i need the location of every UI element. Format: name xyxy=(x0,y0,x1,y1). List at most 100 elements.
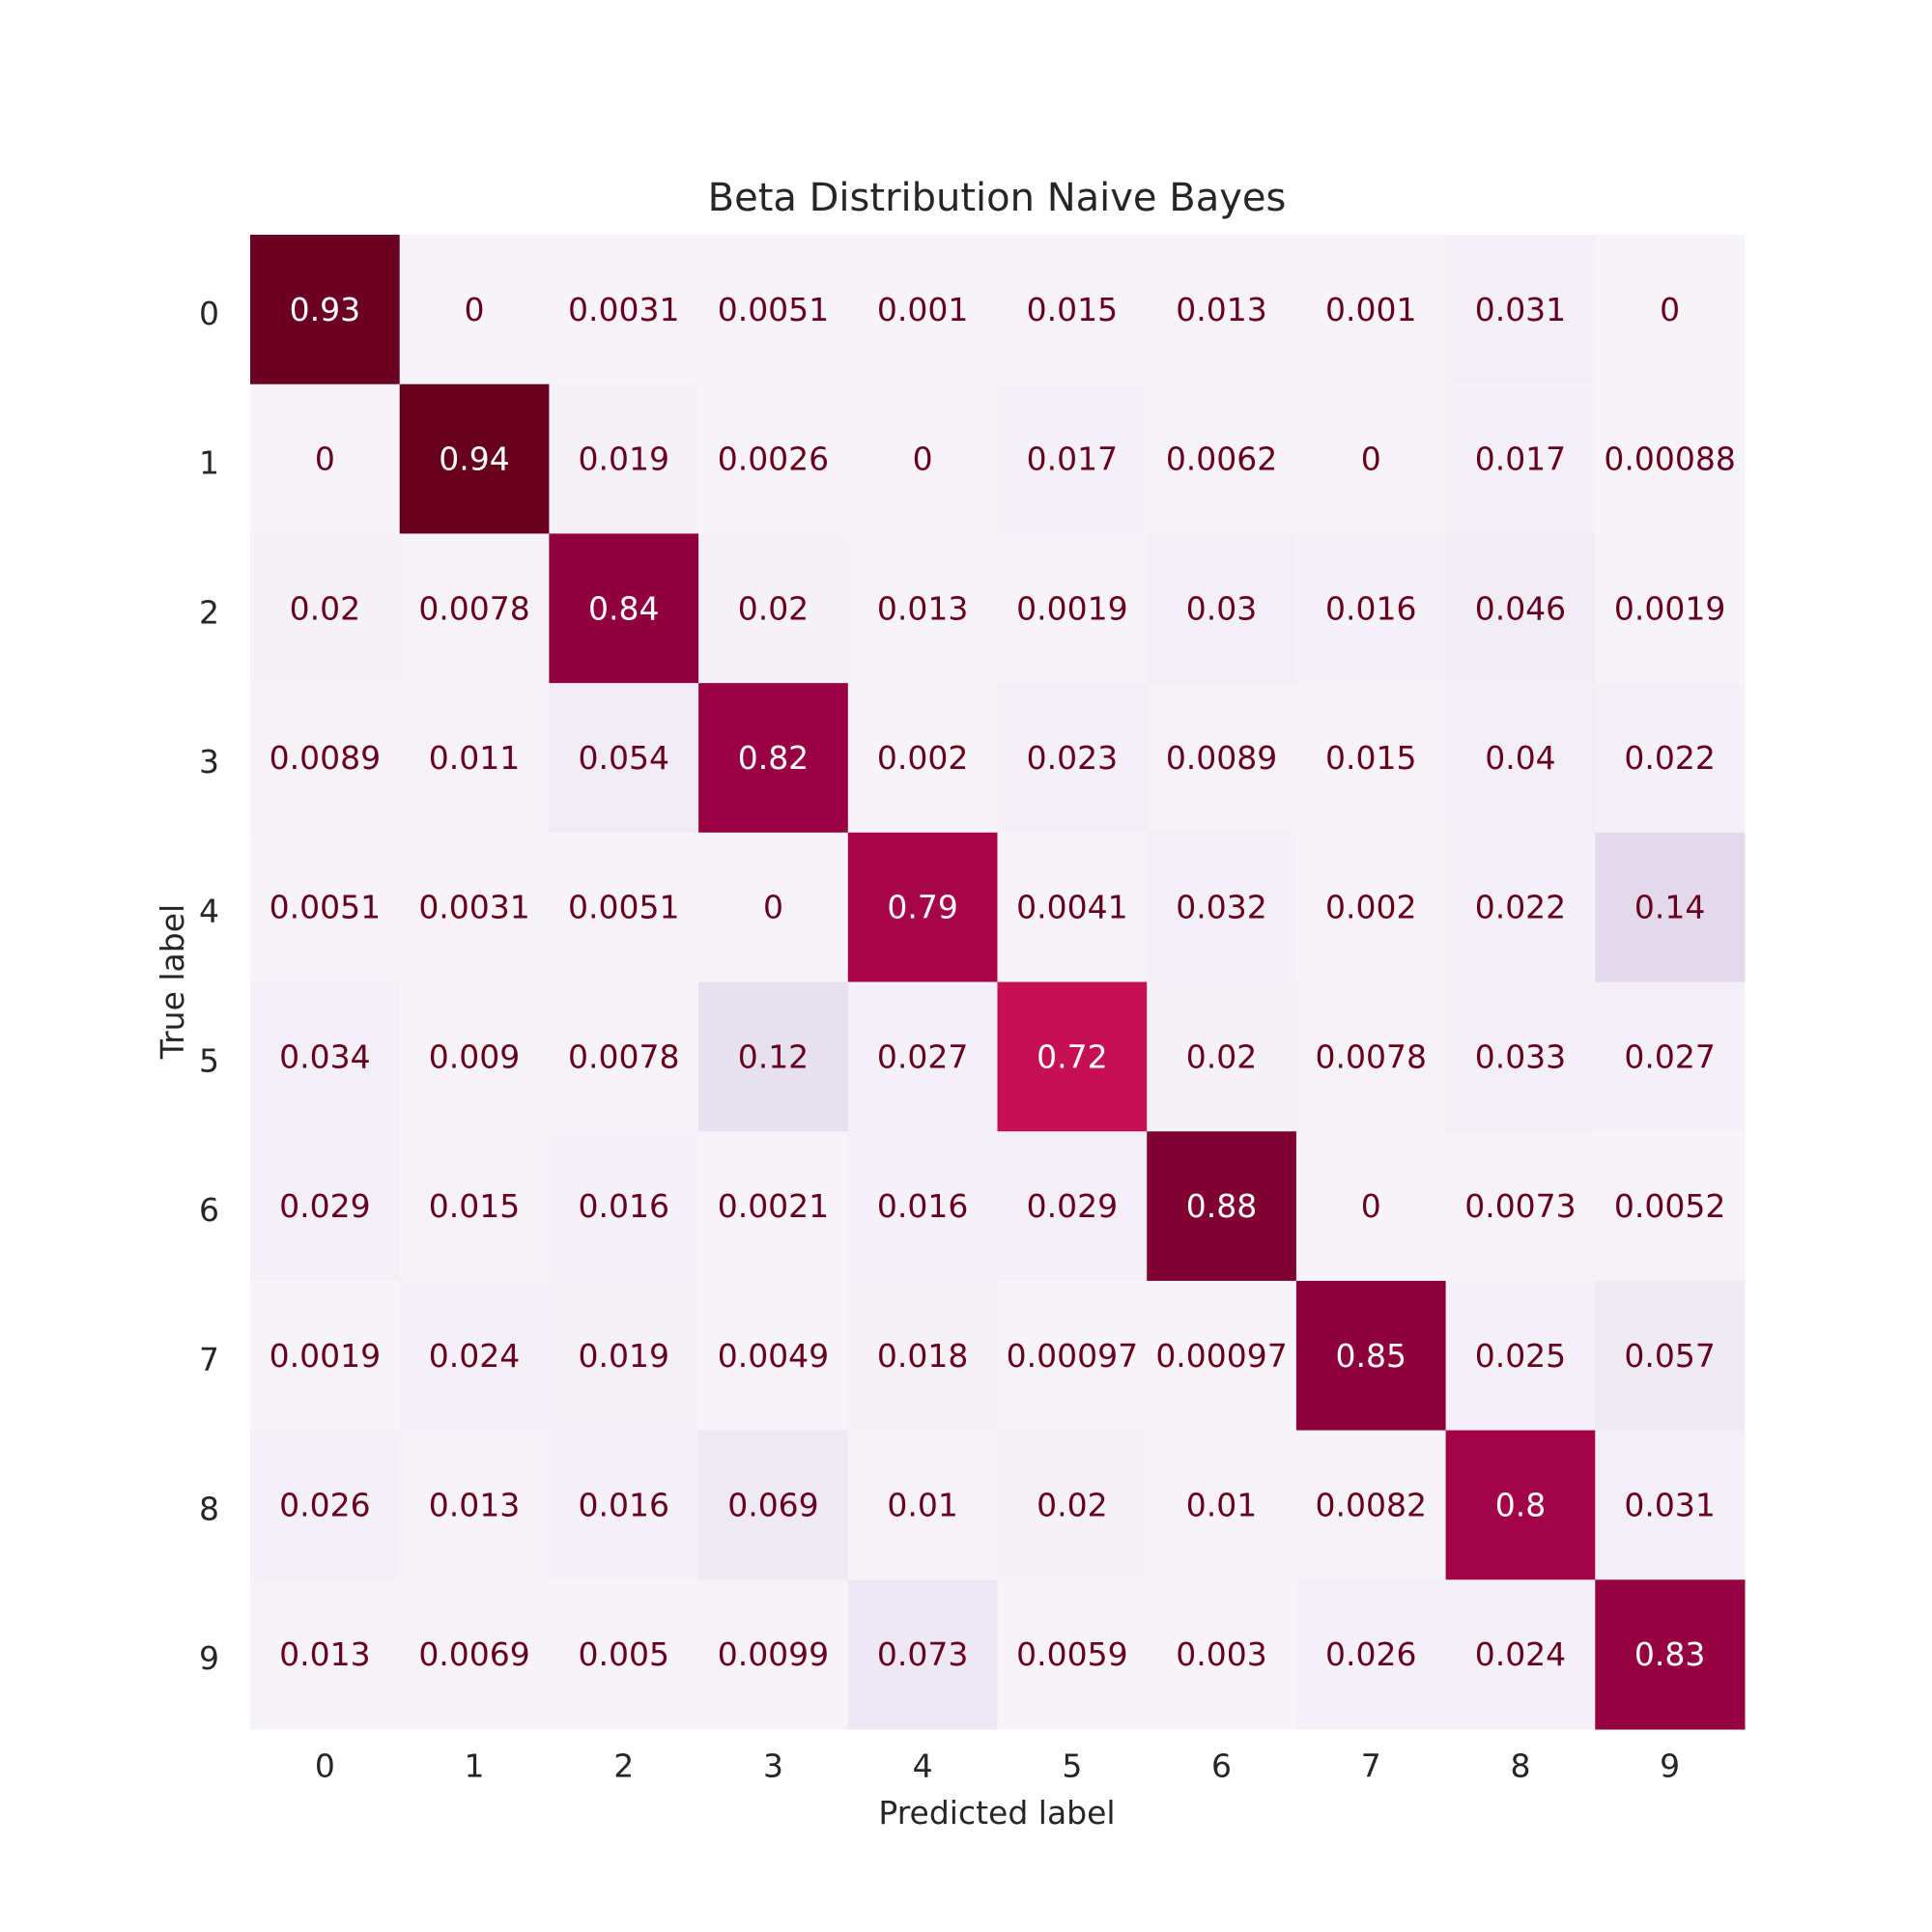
heatmap-cell xyxy=(847,1430,998,1580)
cell-value-label: 0 xyxy=(1361,1187,1381,1225)
heatmap-cell xyxy=(1445,981,1596,1132)
heatmap-cell xyxy=(250,1579,401,1730)
cell-value-label: 0.024 xyxy=(429,1337,520,1375)
cell-value-label: 0.057 xyxy=(1624,1337,1715,1375)
cell-value-label: 0.016 xyxy=(579,1486,669,1523)
cell-value-label: 0.0031 xyxy=(568,291,679,328)
heatmap-cell xyxy=(1445,1579,1596,1730)
cell-value-label: 0.0051 xyxy=(718,291,829,328)
cell-value-label: 0.013 xyxy=(429,1486,520,1523)
cell-value-label: 0.84 xyxy=(588,589,659,627)
y-tick-label: 2 xyxy=(199,593,219,631)
heatmap-cell xyxy=(399,1131,550,1282)
cell-value-label: 0.02 xyxy=(290,589,360,627)
heatmap-cell xyxy=(250,683,401,834)
cell-value-label: 0.025 xyxy=(1475,1337,1566,1375)
cell-value-label: 0.033 xyxy=(1475,1037,1566,1075)
cell-value-label: 0.029 xyxy=(1027,1187,1118,1225)
cell-value-label: 0.0021 xyxy=(718,1187,829,1225)
cell-value-label: 0.0019 xyxy=(1016,589,1127,627)
heatmap-cell xyxy=(698,981,849,1132)
heatmap-cell xyxy=(1295,235,1447,385)
cell-value-label: 0.02 xyxy=(1037,1486,1107,1523)
heatmap-cell xyxy=(250,533,401,684)
cell-value-label: 0.12 xyxy=(738,1037,809,1075)
heatmap-cell xyxy=(847,832,998,982)
cell-value-label: 0.01 xyxy=(887,1486,957,1523)
cell-value-label: 0.14 xyxy=(1634,889,1705,926)
cell-value-label: 0.001 xyxy=(1325,291,1416,328)
heatmap-cell xyxy=(1295,1579,1447,1730)
heatmap-cell xyxy=(549,1280,699,1432)
heatmap-cell xyxy=(399,832,550,982)
cell-value-label: 0.0089 xyxy=(1166,739,1277,777)
cell-value-label: 0.83 xyxy=(1634,1635,1705,1673)
heatmap-cell xyxy=(847,235,998,385)
heatmap-cell xyxy=(997,1280,1148,1432)
heatmap-cell xyxy=(399,384,550,534)
cell-value-label: 0.0073 xyxy=(1464,1187,1576,1225)
x-tick-label: 7 xyxy=(1361,1747,1381,1785)
cell-value-label: 0.0019 xyxy=(270,1337,381,1375)
x-tick-label: 9 xyxy=(1660,1747,1680,1785)
heatmap-cell xyxy=(698,384,849,534)
cell-value-label: 0 xyxy=(913,440,933,478)
heatmap-cell xyxy=(1445,1280,1596,1432)
heatmap-cell xyxy=(399,683,550,834)
cell-value-label: 0.073 xyxy=(877,1635,968,1673)
cell-value-label: 0.94 xyxy=(439,440,509,478)
heatmap-cell xyxy=(1595,384,1746,534)
heatmap-cell xyxy=(847,683,998,834)
x-tick-label: 4 xyxy=(913,1747,933,1785)
cell-value-label: 0.0069 xyxy=(418,1635,529,1673)
cell-value-label: 0 xyxy=(763,889,783,926)
cell-value-label: 0 xyxy=(1361,440,1381,478)
heatmap-cell xyxy=(549,384,699,534)
heatmap-cell xyxy=(399,1579,550,1730)
cell-value-label: 0.026 xyxy=(279,1486,370,1523)
cell-value-label: 0.93 xyxy=(290,291,360,328)
cell-value-label: 0.015 xyxy=(429,1187,520,1225)
heatmap-cell xyxy=(1147,832,1297,982)
heatmap-cell xyxy=(1595,683,1746,834)
heatmap-cell xyxy=(1595,1430,1746,1580)
cell-value-label: 0 xyxy=(1660,291,1680,328)
heatmap-cell xyxy=(1147,683,1297,834)
heatmap-cell xyxy=(1147,1430,1297,1580)
cell-value-label: 0.013 xyxy=(877,589,968,627)
heatmap-cell xyxy=(1445,1430,1596,1580)
cell-value-label: 0.031 xyxy=(1475,291,1566,328)
heatmap-cell xyxy=(549,533,699,684)
heatmap-cell xyxy=(1295,1280,1447,1432)
heatmap-cell xyxy=(1445,235,1596,385)
cell-value-label: 0.024 xyxy=(1475,1635,1566,1673)
heatmap-cell xyxy=(399,1280,550,1432)
cell-value-label: 0.88 xyxy=(1186,1187,1257,1225)
heatmap-cell xyxy=(847,384,998,534)
y-tick-label: 3 xyxy=(199,743,219,781)
heatmap-cell xyxy=(1295,981,1447,1132)
heatmap-cell xyxy=(1147,1579,1297,1730)
cell-value-label: 0.0019 xyxy=(1614,589,1725,627)
heatmap-cell xyxy=(847,1131,998,1282)
cell-value-label: 0.022 xyxy=(1475,889,1566,926)
heatmap-cell xyxy=(1295,533,1447,684)
heatmap-cell xyxy=(698,1131,849,1282)
cell-value-label: 0.027 xyxy=(1624,1037,1715,1075)
heatmap-cell xyxy=(399,235,550,385)
cell-value-label: 0.022 xyxy=(1624,739,1715,777)
heatmap-cell xyxy=(250,384,401,534)
cell-value-label: 0.0051 xyxy=(568,889,679,926)
cell-value-label: 0.72 xyxy=(1037,1037,1107,1075)
heatmap-cell xyxy=(549,981,699,1132)
cell-value-label: 0.02 xyxy=(1186,1037,1257,1075)
heatmap-cell-labels: 0.93 0 0.0031 0.0051 0.001 0.015 0.013 0.001 0.0… xyxy=(270,291,1736,1673)
heatmap-cell xyxy=(1595,1280,1746,1432)
heatmap-cell xyxy=(250,981,401,1132)
x-tick-label: 8 xyxy=(1510,1747,1530,1785)
heatmap-cell xyxy=(399,1430,550,1580)
cell-value-label: 0.0078 xyxy=(568,1037,679,1075)
y-tick-label: 9 xyxy=(199,1639,219,1677)
cell-value-label: 0.013 xyxy=(279,1635,370,1673)
x-tick-label: 2 xyxy=(613,1747,634,1785)
